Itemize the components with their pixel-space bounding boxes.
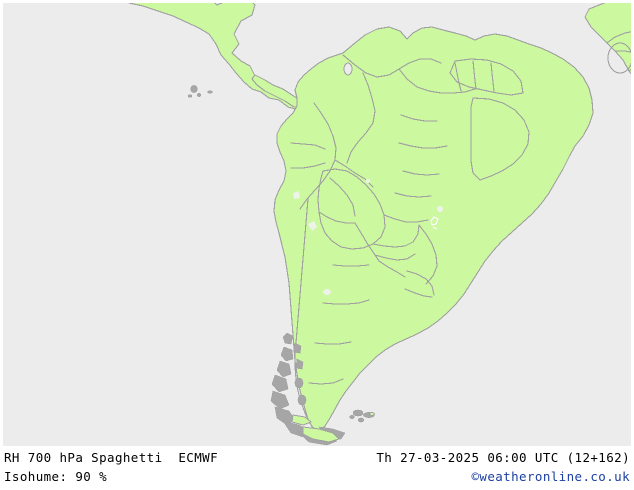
falkland-islands (349, 409, 375, 423)
country-borders (290, 54, 495, 430)
copyright-label[interactable]: ©weatheronline.co.uk (471, 469, 630, 484)
map-panel[interactable] (3, 3, 631, 446)
isohume-contours (293, 179, 443, 295)
africa-borders (606, 31, 631, 44)
footer-bar: RH 700 hPa Spaghetti ECMWF Isohume: 90 %… (0, 446, 634, 490)
valid-time-label: Th 27-03-2025 06:00 UTC (12+162) (376, 450, 630, 465)
lake-maracaibo (343, 62, 353, 76)
product-title: RH 700 hPa Spaghetti ECMWF (4, 450, 218, 465)
patagonia-archipelago (270, 332, 346, 446)
galapagos-islands (188, 85, 213, 98)
landmass-brazil-bulge (470, 97, 530, 181)
south-america-map[interactable] (3, 3, 631, 446)
isohume-label: Isohume: 90 % (4, 469, 108, 484)
